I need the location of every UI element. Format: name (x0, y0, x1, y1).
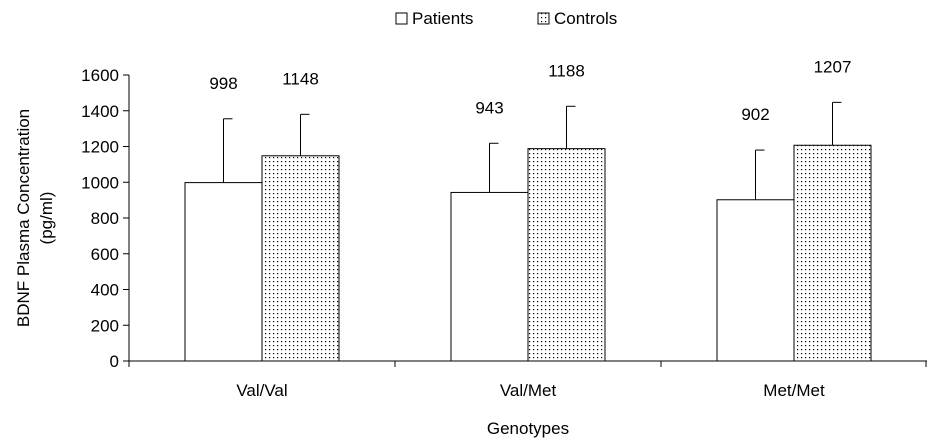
bars (184, 144, 872, 362)
y-tick-label: 0 (110, 352, 119, 371)
y-tick-label: 1600 (81, 66, 119, 85)
x-category-label: Met/Met (763, 381, 825, 400)
y-axis-title: BDNF Plasma Concentration (pg/ml) (14, 109, 56, 327)
y-axis-title-line: (pg/ml) (37, 192, 56, 245)
data-label: 902 (741, 105, 769, 124)
x-axis: Val/Val Val/Met Met/Met (128, 360, 927, 400)
bar-controls-3 (793, 144, 872, 362)
y-tick-label: 200 (91, 316, 119, 335)
bar-patients-2 (450, 191, 529, 362)
y-axis-title-line: BDNF Plasma Concentration (14, 109, 33, 327)
y-tick-label: 600 (91, 245, 119, 264)
y-axis: 0 200 400 600 800 1000 1200 1400 1600 (81, 66, 130, 371)
data-label: 998 (209, 74, 237, 93)
data-label: 943 (475, 98, 503, 117)
data-label: 1207 (814, 57, 852, 76)
x-category-label: Val/Met (500, 381, 557, 400)
bar-controls-1 (261, 155, 340, 362)
y-tick-label: 1400 (81, 102, 119, 121)
y-tick-label: 800 (91, 209, 119, 228)
legend-swatch-patients (395, 12, 408, 25)
y-tick-label: 1200 (81, 138, 119, 157)
bar-patients-3 (716, 199, 795, 362)
x-category-label: Val/Val (236, 381, 287, 400)
legend-label-controls: Controls (554, 9, 617, 28)
error-bars (223, 101, 842, 200)
x-axis-title: Genotypes (487, 419, 569, 438)
legend: Patients Controls (395, 9, 617, 28)
bar-patients-1 (184, 182, 263, 362)
y-tick-label: 1000 (81, 173, 119, 192)
y-tick-label: 400 (91, 281, 119, 300)
data-labels: 998 1148 943 1188 902 1207 (209, 57, 851, 124)
legend-swatch-controls (537, 12, 550, 25)
data-label: 1148 (282, 69, 319, 88)
legend-label-patients: Patients (412, 9, 473, 28)
data-label: 1188 (548, 61, 585, 80)
bar-controls-2 (527, 148, 606, 362)
